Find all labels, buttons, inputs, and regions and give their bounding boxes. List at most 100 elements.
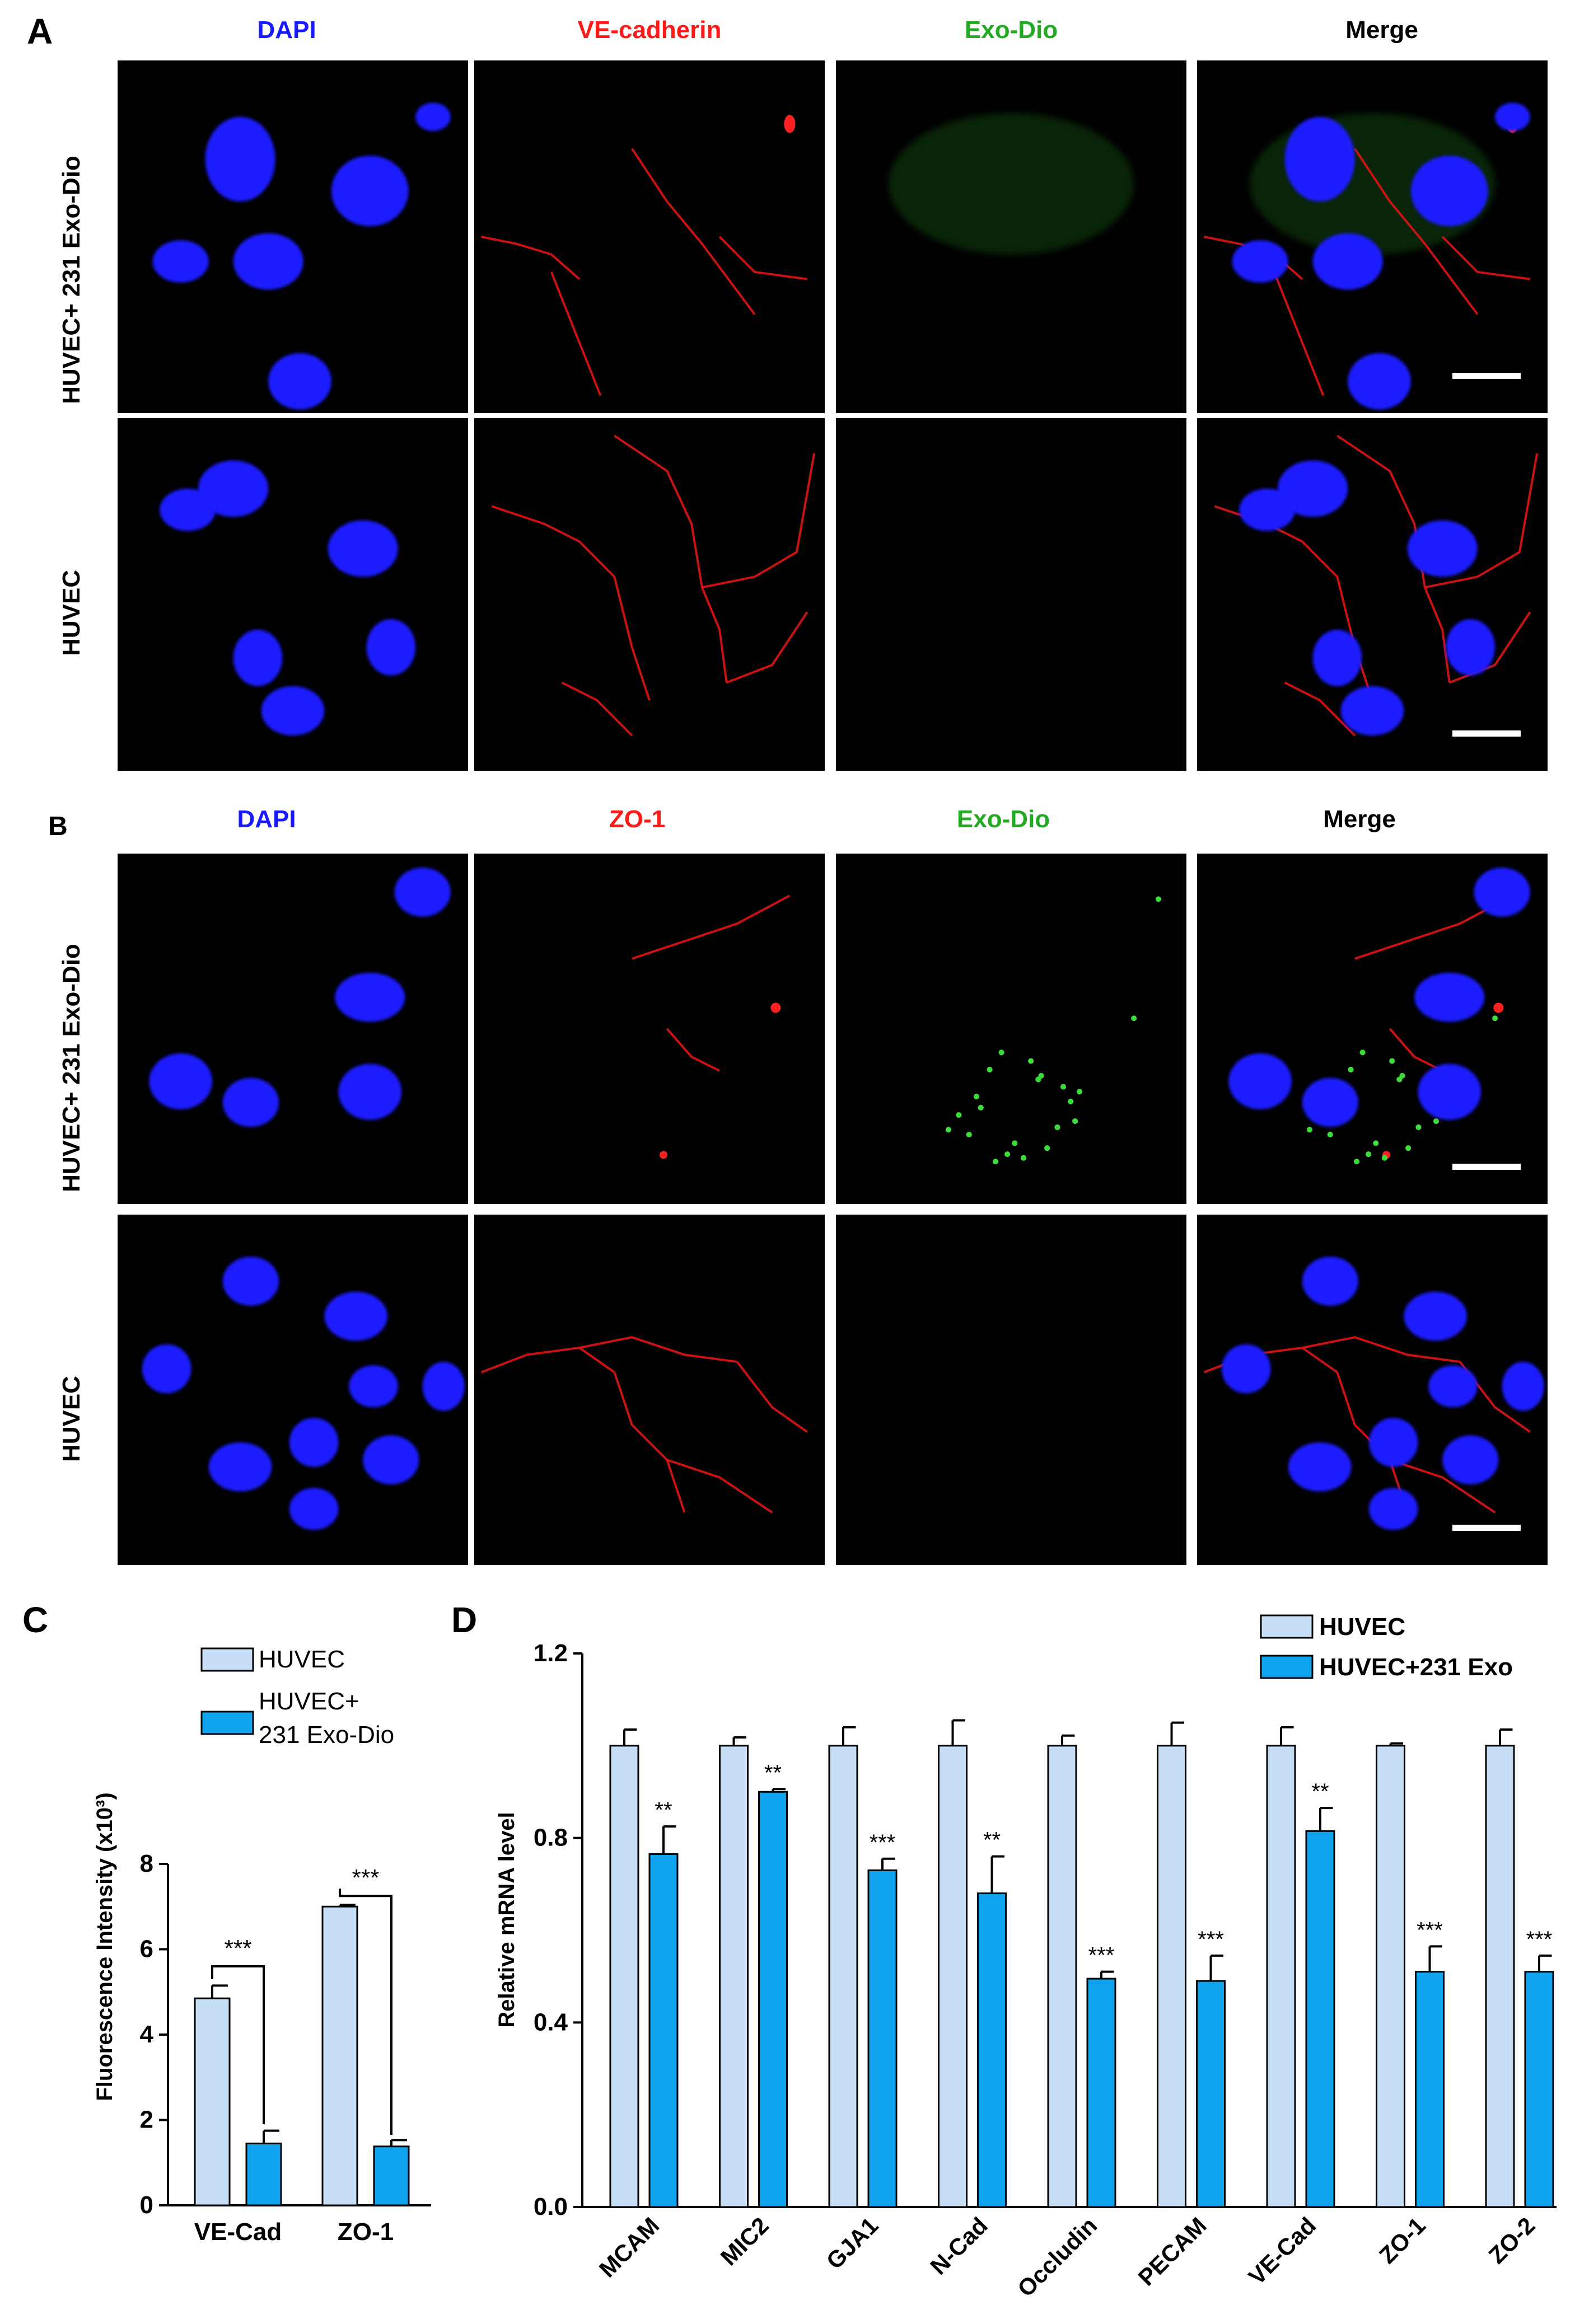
red-spot xyxy=(660,1151,668,1159)
bar-huvec xyxy=(719,1745,749,2208)
y-axis-label-c: Fluorescence Intensity (x10³) xyxy=(92,1792,117,2101)
significance-mark: *** xyxy=(224,1935,251,1961)
nucleus xyxy=(233,630,283,686)
green-punctum xyxy=(1131,1015,1137,1022)
nucleus xyxy=(1502,1361,1544,1411)
panel-letter-b: B xyxy=(48,812,68,841)
junction-line xyxy=(1273,271,1325,396)
col-header-exo-dio-a: Exo-Dio xyxy=(965,16,1058,44)
significance-mark: *** xyxy=(1088,1943,1115,1968)
legend-label-exo-c-line1: HUVEC+ xyxy=(259,1688,359,1715)
panel-letter-d: D xyxy=(451,1600,477,1640)
tile-content xyxy=(160,460,416,735)
tile-content xyxy=(1204,102,1530,410)
y-tick-label: 0 xyxy=(140,2191,153,2219)
green-punctum xyxy=(1004,1151,1011,1158)
col-header-merge-b: Merge xyxy=(1323,805,1396,833)
nucleus xyxy=(324,1291,388,1341)
nucleus xyxy=(1407,520,1478,577)
x-tick-label: VE-Cad xyxy=(1244,2212,1321,2290)
nucleus xyxy=(142,1344,191,1394)
panel-letter-a: A xyxy=(27,11,53,51)
bar-huvec xyxy=(938,1745,968,2208)
scale-bar xyxy=(1452,1164,1521,1170)
nucleus xyxy=(1277,460,1348,517)
microscopy-grid xyxy=(118,60,1548,1565)
nucleus xyxy=(149,1053,213,1109)
significance-mark: *** xyxy=(1417,1918,1443,1942)
green-punctum xyxy=(1389,1058,1395,1064)
tile-content xyxy=(1203,1257,1544,1531)
junction-line xyxy=(631,148,756,315)
significance-mark: *** xyxy=(1198,1927,1224,1952)
col-header-dapi-a: DAPI xyxy=(257,16,316,44)
green-punctum xyxy=(1021,1155,1027,1161)
green-punctum xyxy=(993,1159,999,1165)
tile-content xyxy=(1228,868,1530,1170)
significance-mark: *** xyxy=(1526,1927,1553,1952)
significance-mark: *** xyxy=(352,1864,379,1891)
nucleus xyxy=(1312,630,1362,686)
bar-huvec xyxy=(194,1997,231,2206)
nucleus xyxy=(1474,868,1530,917)
scale-bar xyxy=(1452,730,1521,737)
nucleus xyxy=(331,156,409,227)
junction-line xyxy=(1441,236,1530,280)
nucleus xyxy=(198,460,269,517)
green-punctum xyxy=(1359,1049,1366,1056)
nucleus xyxy=(363,1435,419,1485)
tile-content xyxy=(1214,434,1539,737)
junction-line xyxy=(702,453,816,589)
y-tick-label: 8 xyxy=(140,1850,153,1877)
junction-line xyxy=(561,681,633,737)
row-label-b-huvec: HUVEC xyxy=(58,1376,85,1462)
nucleus xyxy=(1368,1488,1418,1530)
diffuse-green xyxy=(888,113,1134,255)
green-punctum xyxy=(1306,1127,1312,1133)
junction-line xyxy=(736,1361,808,1433)
junction-line xyxy=(1284,681,1356,737)
y-tick-label: 6 xyxy=(140,1936,153,1963)
bar-huvec xyxy=(1376,1745,1405,2208)
junction-line xyxy=(1448,611,1531,684)
red-spot xyxy=(770,1002,781,1013)
nucleus xyxy=(394,868,451,917)
junction-line xyxy=(666,1028,721,1072)
junction-line xyxy=(579,1336,737,1363)
tile-content xyxy=(149,868,451,1127)
x-tick-label: GJA1 xyxy=(821,2212,884,2274)
red-spot xyxy=(1493,1002,1504,1013)
legend-swatch-exo-d xyxy=(1260,1655,1314,1679)
junction-line xyxy=(480,1346,615,1374)
green-punctum xyxy=(1035,1076,1041,1083)
nucleus xyxy=(1284,116,1355,202)
junction-line xyxy=(1354,148,1479,315)
x-tick-label: N-Cad xyxy=(925,2212,993,2280)
scale-bar xyxy=(1452,373,1521,379)
significance-mark: ** xyxy=(1311,1779,1329,1804)
red-spot xyxy=(784,115,796,133)
nucleus xyxy=(160,489,216,531)
junction-line xyxy=(718,236,807,280)
x-tick-label: MIC2 xyxy=(716,2212,774,2270)
y-tick-label: 0.8 xyxy=(534,1824,568,1852)
tile-content xyxy=(480,1336,808,1514)
nucleus xyxy=(222,1077,279,1127)
significance-mark: ** xyxy=(764,1760,782,1785)
nucleus xyxy=(1340,686,1404,735)
significance-mark: *** xyxy=(870,1830,896,1855)
nucleus xyxy=(1288,1442,1352,1492)
nucleus xyxy=(1404,1291,1468,1341)
green-punctum xyxy=(998,1049,1004,1056)
nucleus xyxy=(152,240,209,283)
tile-content xyxy=(142,1257,465,1530)
scale-bar xyxy=(1452,1525,1521,1531)
green-punctum xyxy=(1354,1159,1360,1165)
tile-content xyxy=(632,894,791,1159)
green-punctum xyxy=(1348,1066,1354,1072)
bar-exo xyxy=(867,1869,898,2208)
legend-label-exo-c-line2: 231 Exo-Dio xyxy=(259,1721,394,1749)
nucleus xyxy=(1410,156,1488,227)
x-tick-label: PECAM xyxy=(1133,2212,1211,2290)
green-punctum xyxy=(1373,1140,1379,1146)
